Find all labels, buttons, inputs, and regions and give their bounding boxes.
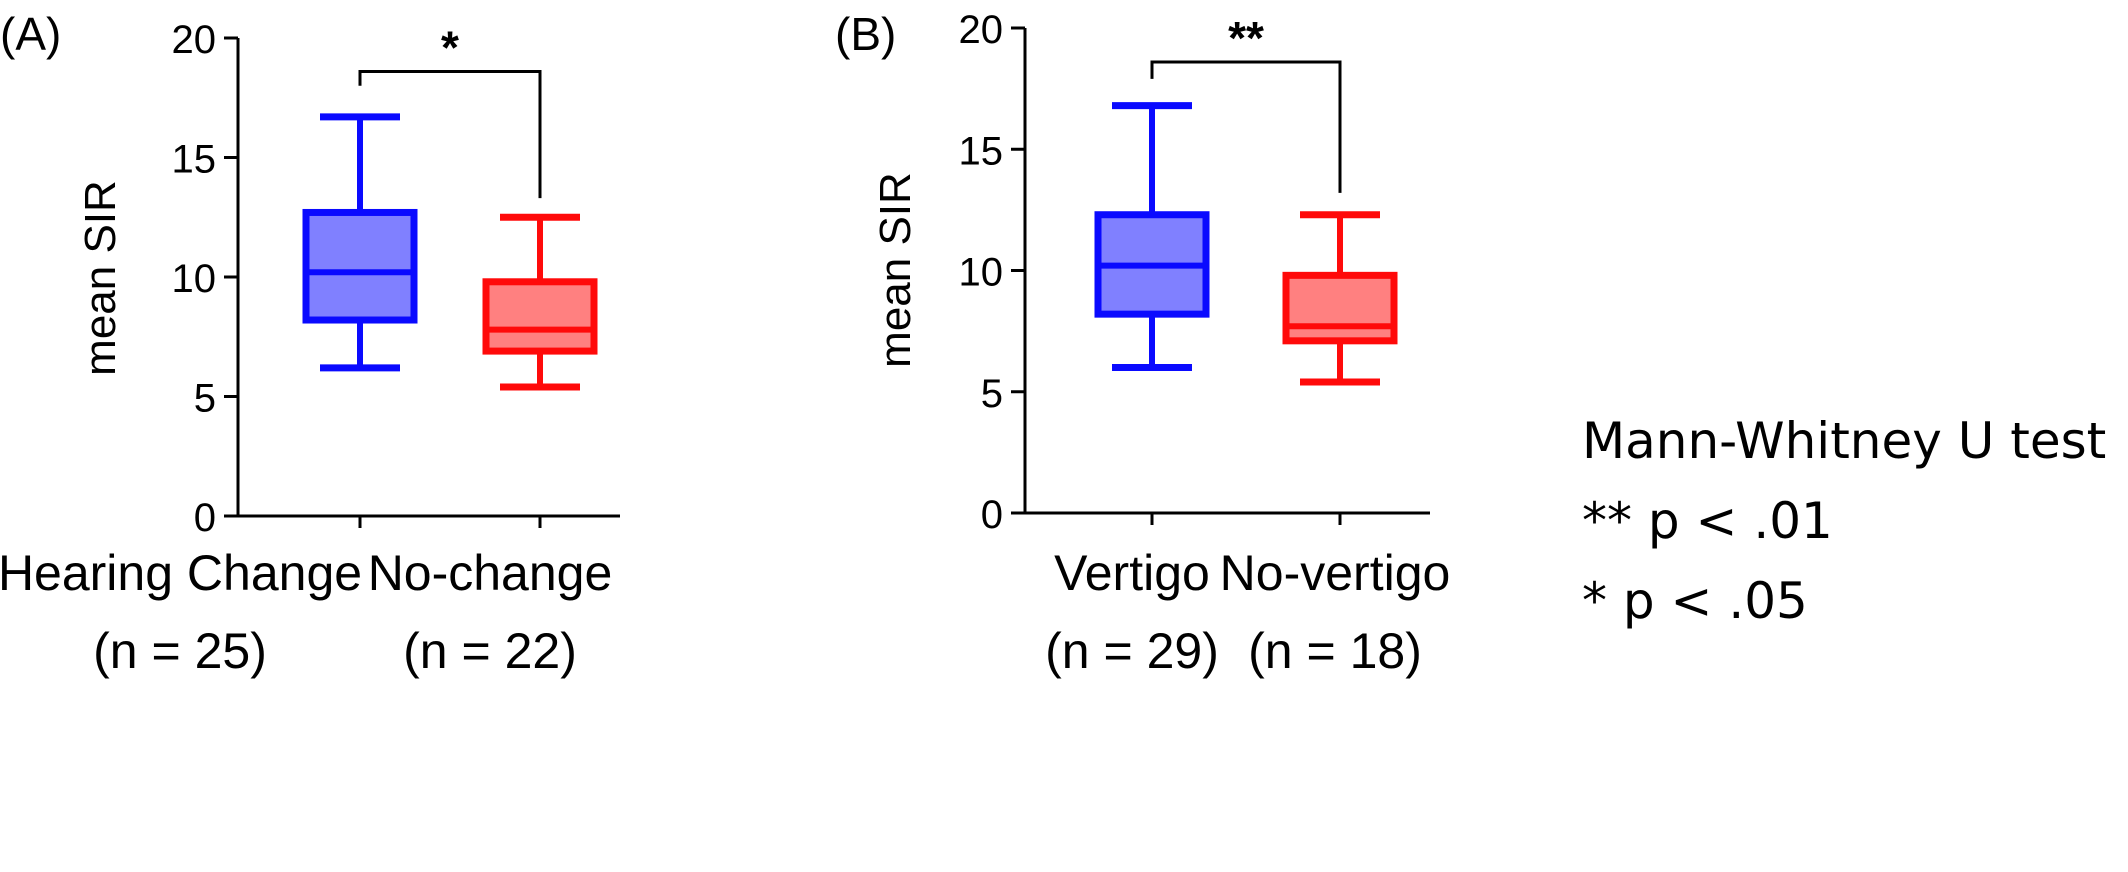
legend-line-double-star: ** p < .01	[1582, 492, 1833, 550]
y-tick-label: 0	[981, 493, 1003, 537]
panel-label: (B)	[835, 8, 896, 60]
box-iqr	[302, 208, 418, 324]
box-no-change: No-change (n = 22)	[368, 213, 613, 679]
significance-bracket	[1150, 60, 1342, 193]
y-tick-label: 10	[959, 251, 1004, 295]
y-tick-label: 15	[959, 129, 1004, 173]
legend-line-single-star: * p < .05	[1582, 572, 1808, 630]
y-tick-label: 10	[172, 257, 217, 301]
panel-label: (A)	[0, 8, 61, 60]
category-n-label: (n = 29)	[1045, 623, 1219, 679]
box-iqr	[1282, 271, 1398, 345]
category-n-label: (n = 18)	[1248, 623, 1422, 679]
category-n-label: (n = 22)	[403, 623, 577, 679]
box-vertigo: Vertigo (n = 29)	[1045, 102, 1219, 679]
legend-title: Mann-Whitney U test	[1582, 412, 2107, 470]
category-label: Hearing Change	[0, 545, 362, 601]
y-tick-label: 15	[172, 138, 217, 182]
category-n-label: (n = 25)	[93, 623, 267, 679]
category-label: No-change	[368, 545, 613, 601]
y-tick-label: 5	[194, 377, 216, 421]
category-label: No-vertigo	[1220, 545, 1451, 601]
y-tick-label: 20	[172, 18, 217, 62]
y-tick-label: 0	[194, 496, 216, 540]
y-tick-label: 5	[981, 372, 1003, 416]
category-label: Vertigo	[1054, 545, 1210, 601]
significance-label: *	[441, 21, 459, 73]
y-axis-label: mean SIR	[76, 180, 125, 376]
y-tick-label: 20	[959, 8, 1004, 52]
box-no-vertigo: No-vertigo (n = 18)	[1220, 211, 1451, 679]
box-hearing-change: Hearing Change (n = 25)	[0, 113, 418, 679]
significance-label: **	[1228, 12, 1264, 64]
significance-bracket	[358, 69, 542, 199]
panel-b: (B) 0 5 10 15 20 mean SIR Vertigo (n = 29)No-ver…	[835, 8, 1450, 679]
y-axis-label: mean SIR	[871, 172, 920, 368]
panel-a: (A) 0 5 10 15 20 mean SIR Hearing Change (n = 25…	[0, 8, 620, 679]
box-iqr	[482, 278, 598, 355]
